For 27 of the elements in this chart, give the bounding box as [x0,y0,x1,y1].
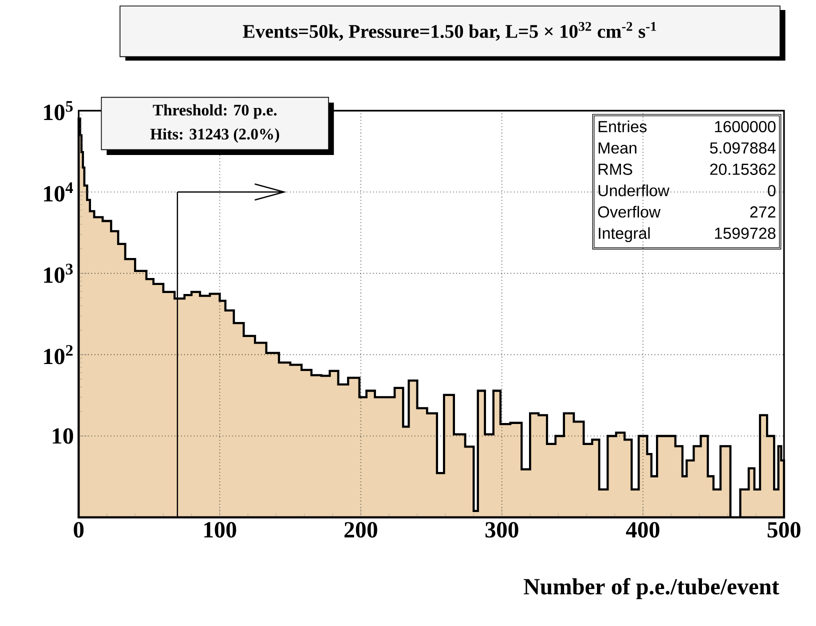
x-tick-label: 400 [626,522,660,538]
y-tick-label: 10$^{4}$ [44,182,73,202]
x-axis-title: Number of p.e./tube/event [524,578,780,600]
annotation: Entries [598,120,647,132]
annotation: RMS [598,164,632,175]
y-tick-label: 10 [52,428,74,444]
x-tick-label: 200 [344,522,378,538]
annotation: Mean [598,142,636,154]
annotation: Integral [598,227,650,242]
annotation: 272 [750,206,776,218]
annotation: 1600000 [715,120,776,132]
annotation: 5.097884 [710,142,776,154]
x-tick-label: 300 [485,522,518,538]
annotation: 0 [768,184,776,196]
annotation: 20.15362 [710,164,776,175]
x-tick-label: 0 [74,522,84,538]
y-tick-label: 10$^{3}$ [44,264,73,283]
x-tick-label: 100 [204,522,236,538]
chart-title: Events=50k, Pressure=1.50 bar, L=5 × 10$^{32}$ cm$^{-2}$ s$^{-1}$ [242,22,656,41]
annotation: Hits: 31243 (2.0%) [150,128,280,143]
annotation: Threshold: 70 p.e. [152,104,277,119]
annotation: Underflow [598,184,670,196]
y-tick-label: 10$^{2}$ [44,345,73,364]
annotation: 1599728 [715,228,776,239]
annotation: Overflow [598,206,661,218]
x-tick-label: 500 [768,522,800,538]
y-tick-label: 10$^{5}$ [44,101,73,120]
